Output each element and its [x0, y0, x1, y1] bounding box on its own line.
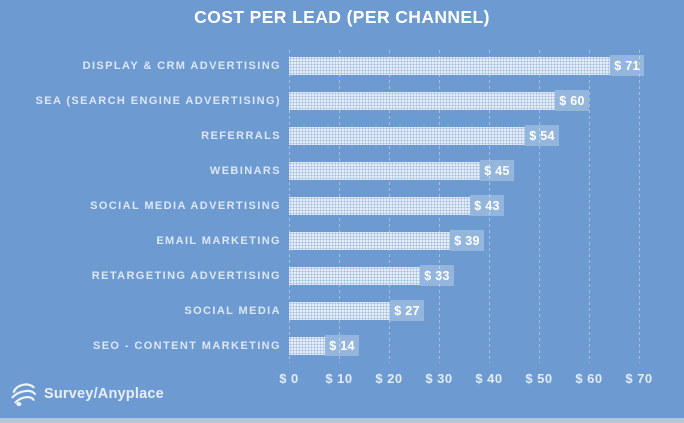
bar-rows: DISPLAY & CRM ADVERTISING $ 71 SEA (SEARCH… [0, 48, 684, 363]
bar-row: EMAIL MARKETING $ 39 [0, 223, 684, 258]
category-label: RETARGETING ADVERTISING [91, 269, 281, 282]
x-axis-tick-label: $ 40 [475, 371, 503, 386]
category-label: SEA (SEARCH ENGINE ADVERTISING) [35, 94, 281, 107]
value-label-chip: $ 27 [390, 300, 424, 321]
bar [289, 301, 390, 320]
gridline [539, 50, 540, 363]
value-label-chip: $ 54 [525, 125, 559, 146]
gridline [589, 50, 590, 363]
category-label: DISPLAY & CRM ADVERTISING [82, 59, 281, 72]
bar [289, 266, 420, 285]
bar-group: $ 27 [289, 300, 424, 321]
x-axis-tick-label: $ 20 [375, 371, 403, 386]
bar-group: $ 54 [289, 125, 559, 146]
bar-group: $ 71 [289, 55, 644, 76]
bar [289, 231, 450, 250]
bar-group: $ 39 [289, 230, 484, 251]
bar [289, 161, 480, 180]
value-label-chip: $ 60 [555, 90, 589, 111]
x-axis-tick-label: $ 10 [325, 371, 353, 386]
brand-name: Survey/Anyplace [44, 385, 164, 402]
chart-title: COST PER LEAD (PER CHANNEL) [194, 7, 490, 27]
x-axis-tick-label: $ 70 [625, 371, 653, 386]
brand-logo: Survey/Anyplace [10, 380, 164, 407]
x-axis-tick-label: $ 0 [279, 371, 299, 386]
x-axis-tick-label: $ 50 [525, 371, 553, 386]
bar-group: $ 60 [289, 90, 589, 111]
category-label: SOCIAL MEDIA [184, 304, 281, 317]
bar [289, 196, 470, 215]
value-label-chip: $ 45 [480, 160, 514, 181]
value-label-chip: $ 14 [325, 335, 359, 356]
bar-row: REFERRALS $ 54 [0, 118, 684, 153]
category-label: EMAIL MARKETING [156, 234, 281, 247]
category-label: REFERRALS [201, 129, 281, 142]
bar-row: DISPLAY & CRM ADVERTISING $ 71 [0, 48, 684, 83]
bar-row: SEO - CONTENT MARKETING $ 14 [0, 328, 684, 363]
value-label-chip: $ 43 [470, 195, 504, 216]
value-label-chip: $ 71 [610, 55, 644, 76]
bar-group: $ 33 [289, 265, 454, 286]
gridline [639, 50, 640, 363]
value-label-chip: $ 33 [420, 265, 454, 286]
bar-row: SEA (SEARCH ENGINE ADVERTISING) $ 60 [0, 83, 684, 118]
bar-group: $ 14 [289, 335, 359, 356]
bottom-edge-strip [0, 418, 684, 423]
x-axis-tick-label: $ 60 [575, 371, 603, 386]
gridline [489, 50, 490, 363]
bar [289, 126, 525, 145]
bar-row: RETARGETING ADVERTISING $ 33 [0, 258, 684, 293]
category-label: SEO - CONTENT MARKETING [92, 339, 281, 352]
x-axis-tick-label: $ 30 [425, 371, 453, 386]
category-label: WEBINARS [209, 164, 281, 177]
bar [289, 56, 610, 75]
bar-group: $ 43 [289, 195, 504, 216]
sphere-swirl-icon [10, 380, 37, 407]
bar-row: WEBINARS $ 45 [0, 153, 684, 188]
bar [289, 91, 555, 110]
value-label-chip: $ 39 [450, 230, 484, 251]
bar-row: SOCIAL MEDIA $ 27 [0, 293, 684, 328]
bar-group: $ 45 [289, 160, 514, 181]
bar-row: SOCIAL MEDIA ADVERTISING $ 43 [0, 188, 684, 223]
bar [289, 336, 325, 355]
category-label: SOCIAL MEDIA ADVERTISING [90, 199, 281, 212]
